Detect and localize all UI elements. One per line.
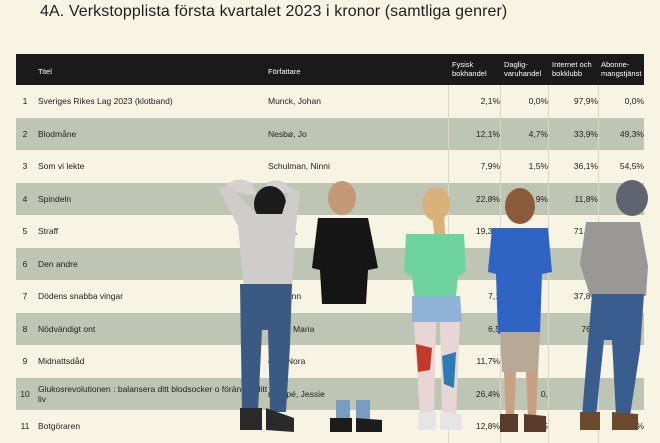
book-title: Spindeln — [38, 193, 72, 204]
share-daglig: 1,5% — [528, 161, 548, 172]
row-number: 5 — [22, 226, 28, 237]
book-title: Nödvändigt ont — [38, 323, 96, 334]
share-internet: 11,8% — [574, 193, 598, 204]
header-author: Författare — [268, 67, 301, 76]
share-fysisk: 6,5 — [488, 323, 500, 334]
table-body: 1 Sveriges Rikes Lag 2023 (klotband) Munck… — [16, 85, 644, 443]
book-title: Dödens snabba vingar — [38, 291, 124, 302]
column-divider — [598, 182, 599, 215]
column-divider — [500, 150, 501, 183]
column-divider — [448, 85, 449, 118]
row-number: 2 — [22, 128, 28, 139]
column-divider — [448, 215, 449, 248]
column-divider — [598, 85, 599, 118]
share-fysisk: 19,3% — [475, 226, 500, 237]
column-divider — [548, 215, 549, 248]
column-divider — [448, 117, 449, 150]
bestseller-table: Titel Författare Fysisk bokhandel Daglig-… — [16, 54, 644, 443]
share-fysisk: 2,1% — [480, 96, 500, 107]
share-internet: 37,8% — [573, 291, 598, 302]
column-divider — [500, 182, 501, 215]
header-title: Titel — [38, 67, 52, 76]
row-number: 8 — [22, 323, 28, 334]
share-fysisk: 7,1 — [488, 291, 500, 302]
share-abonne: 0,0% — [624, 96, 644, 107]
book-author: Munck, Johan — [268, 96, 321, 107]
share-internet: 97,9% — [573, 96, 598, 107]
table-header: Titel Författare Fysisk bokhandel Daglig-… — [16, 54, 644, 85]
column-divider — [548, 182, 549, 215]
column-divider — [598, 150, 599, 183]
column-divider — [500, 85, 501, 118]
table-row: 10 Glukosrevolutionen : balansera ditt bl… — [16, 377, 644, 410]
column-divider — [500, 117, 501, 150]
share-daglig: 4,7% — [528, 128, 548, 139]
column-divider — [500, 377, 501, 410]
row-number: 6 — [22, 258, 28, 269]
share-daglig: 9% — [535, 193, 548, 204]
row-number: 3 — [22, 161, 28, 172]
column-divider — [548, 280, 549, 313]
column-divider — [548, 377, 549, 410]
child-figure-2 — [312, 181, 382, 432]
share-abonne: 54,5% — [619, 161, 644, 172]
share-fysisk: 22,8% — [475, 193, 500, 204]
row-number: 9 — [22, 356, 28, 367]
column-divider — [598, 377, 599, 410]
row-number: 11 — [20, 421, 30, 432]
header-internet: Internet och bokklubb — [552, 60, 592, 78]
column-divider — [548, 312, 549, 345]
column-divider — [500, 345, 501, 378]
header-daglig: Daglig-varuhandel — [504, 60, 542, 78]
column-divider — [548, 85, 549, 118]
row-number: 4 — [22, 193, 28, 204]
row-number: 7 — [22, 291, 28, 302]
book-title: Den andre — [38, 258, 78, 269]
share-abonne: 49,3% — [619, 128, 644, 139]
column-divider — [598, 117, 599, 150]
column-divider — [548, 150, 549, 183]
row-number: 10 — [20, 388, 30, 399]
page-title: 4A. Verkstopplista första kvartalet 2023… — [40, 3, 508, 20]
book-author: fsson, Maria — [268, 323, 315, 334]
book-title: Glukosrevolutionen : balansera ditt blod… — [38, 383, 268, 404]
book-author: Schulman, Ninni — [268, 161, 330, 172]
share-fysisk: 12,8% — [475, 421, 500, 432]
book-title: Sveriges Rikes Lag 2023 (klotband) — [38, 96, 173, 107]
child-figure-1 — [218, 179, 300, 432]
row-number: 1 — [22, 96, 28, 107]
column-divider — [548, 345, 549, 378]
child-figure-5 — [580, 180, 648, 430]
header-fysisk: Fysisk bokhandel — [452, 60, 487, 78]
share-fysisk: 26,4% — [475, 388, 500, 399]
book-title: Som vi lekte — [38, 161, 85, 172]
table-row: 2 Blodmåne Nesbø, Jo 12,1% 4,7% 33,9% 49,3% — [16, 117, 644, 150]
share-daglig: 0, — [540, 388, 548, 399]
book-title: Botgöraren — [38, 421, 81, 432]
table-row: 3 Som vi lekte Schulman, Ninni 7,9% 1,5% 36,1… — [16, 150, 644, 183]
share-internet: 33,9% — [573, 128, 598, 139]
header-abonne: Abonne-mangstjänst — [601, 60, 642, 78]
child-figure-3 — [404, 187, 466, 430]
book-title: Blodmåne — [38, 128, 77, 139]
book-title: Midnattsdåd — [38, 356, 85, 367]
column-divider — [548, 117, 549, 150]
table-row: 1 Sveriges Rikes Lag 2023 (klotband) Munck… — [16, 85, 644, 118]
share-fysisk: 11,7% — [476, 356, 500, 367]
share-fysisk: 12,1% — [475, 128, 500, 139]
share-daglig: 0,0% — [528, 96, 548, 107]
book-author: nauspé, Jessie — [268, 388, 325, 399]
book-title: Straff — [38, 226, 59, 237]
book-author: Nesbø, Jo — [268, 128, 307, 139]
child-figure-4 — [488, 188, 552, 432]
column-divider — [448, 150, 449, 183]
share-internet: 36,1% — [573, 161, 598, 172]
column-divider — [548, 410, 549, 443]
share-fysisk: 7,9% — [480, 161, 500, 172]
